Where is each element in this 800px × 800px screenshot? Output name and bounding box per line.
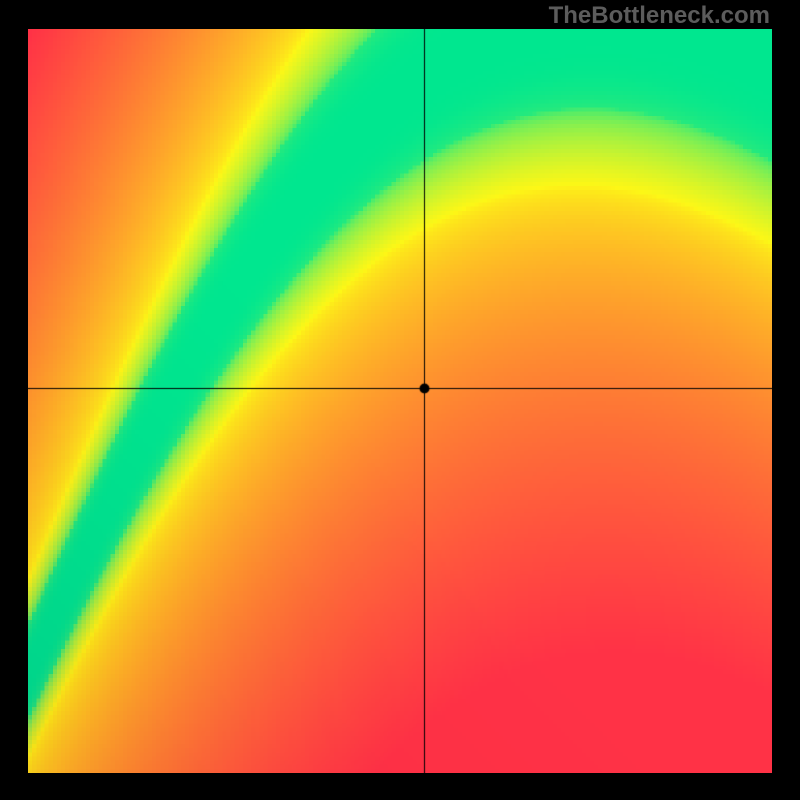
crosshair-overlay — [28, 29, 772, 773]
watermark-text: TheBottleneck.com — [549, 2, 770, 30]
